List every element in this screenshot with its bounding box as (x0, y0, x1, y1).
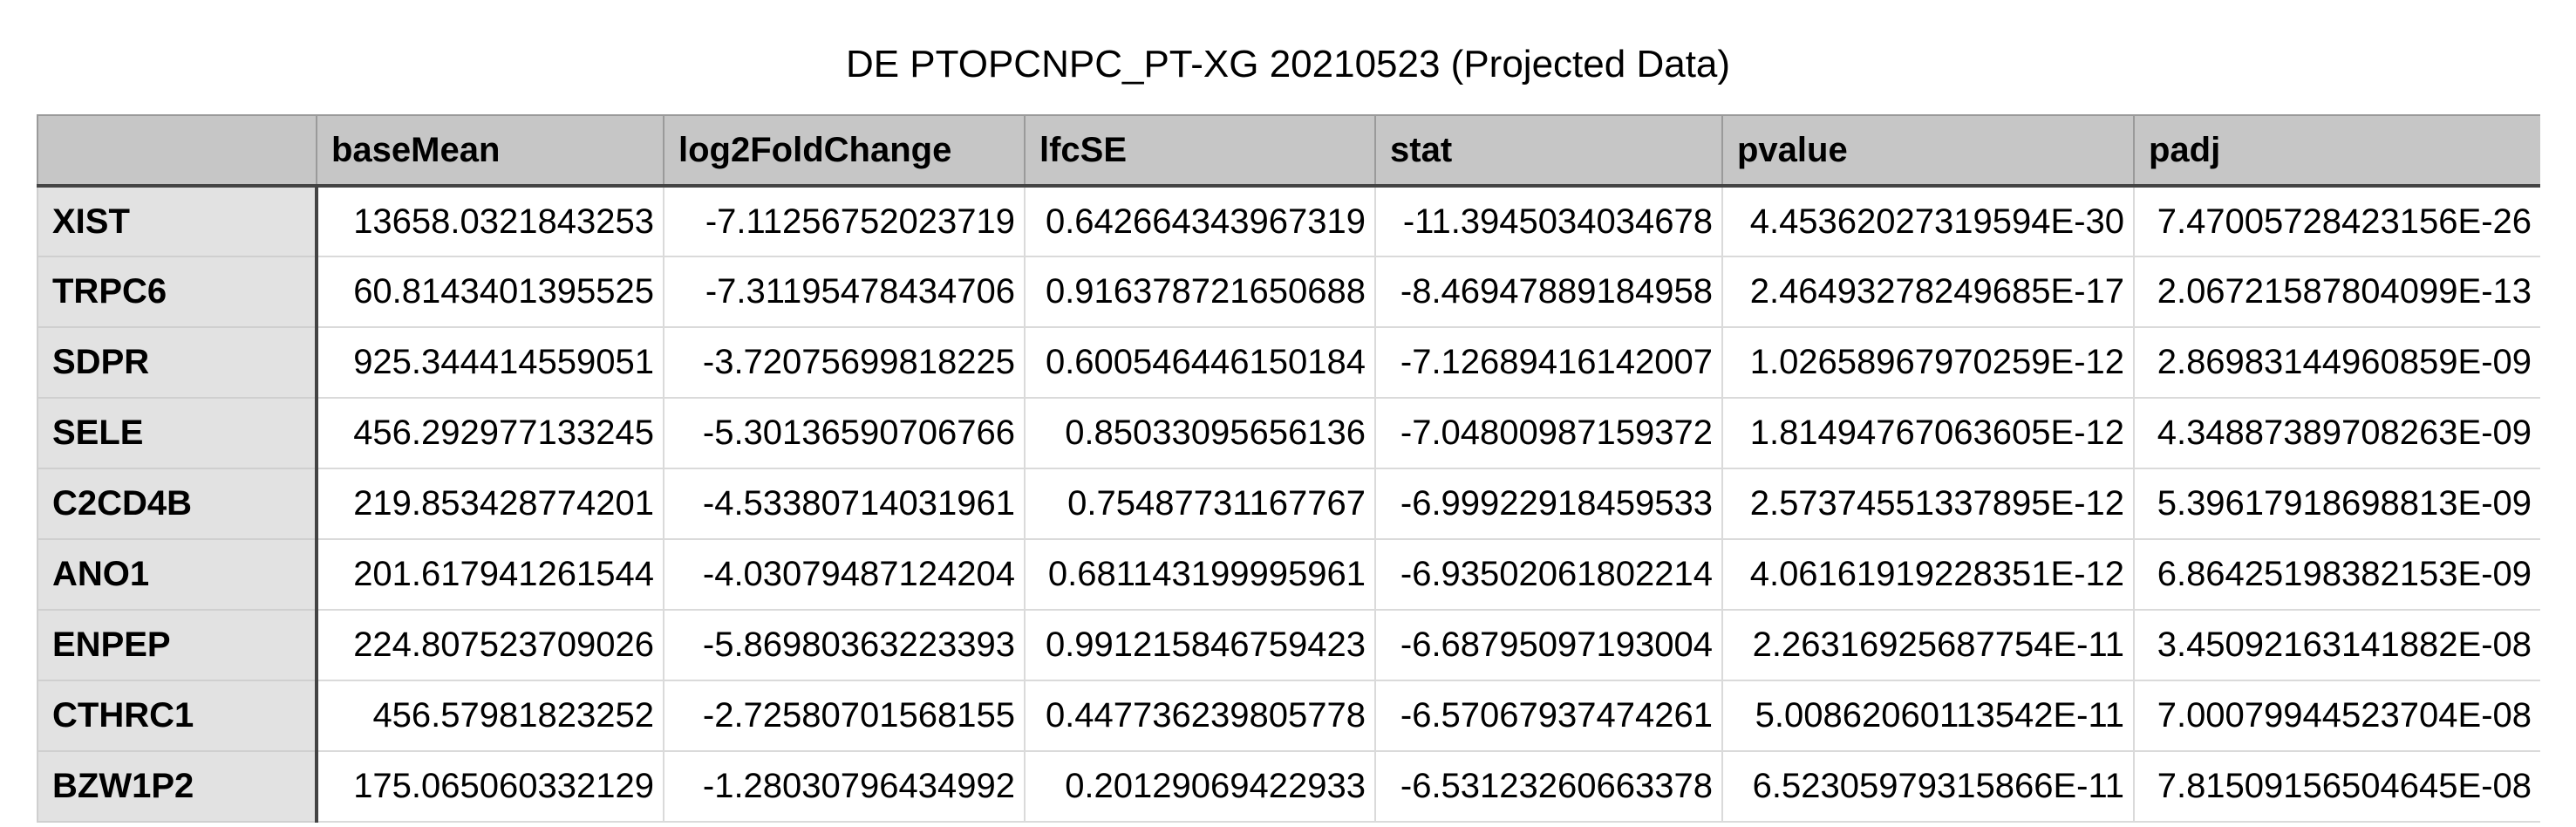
cell-stat[interactable]: -6.93502061802214 (1374, 538, 1723, 611)
cell-log2foldchange[interactable]: -2.72580701568155 (663, 680, 1026, 752)
row-header-gene[interactable]: ANO1 (37, 538, 318, 611)
cell-basemean[interactable]: 219.853428774201 (316, 468, 664, 540)
column-header-stat[interactable]: stat (1374, 114, 1723, 188)
cell-pvalue[interactable]: 2.57374551337895E-12 (1721, 468, 2135, 540)
column-header-pvalue[interactable]: pvalue (1721, 114, 2135, 188)
cell-basemean[interactable]: 175.065060332129 (316, 750, 664, 823)
cell-pvalue[interactable]: 6.52305979315866E-11 (1721, 750, 2135, 823)
cell-lfcse[interactable]: 0.75487731167767 (1024, 468, 1376, 540)
cell-stat[interactable]: -7.04800987159372 (1374, 397, 1723, 469)
cell-lfcse[interactable]: 0.991215846759423 (1024, 609, 1376, 681)
cell-padj[interactable]: 7.81509156504645E-08 (2133, 750, 2540, 823)
cell-stat[interactable]: -6.57067937474261 (1374, 680, 1723, 752)
cell-lfcse[interactable]: 0.85033095656136 (1024, 397, 1376, 469)
cell-pvalue[interactable]: 4.45362027319594E-30 (1721, 185, 2135, 257)
cell-basemean[interactable]: 13658.0321843253 (316, 185, 664, 257)
cell-padj[interactable]: 2.86983144960859E-09 (2133, 326, 2540, 399)
cell-lfcse[interactable]: 0.681143199995961 (1024, 538, 1376, 611)
row-header-gene[interactable]: SDPR (37, 326, 318, 399)
cell-stat[interactable]: -11.3945034034678 (1374, 185, 1723, 257)
cell-pvalue[interactable]: 2.46493278249685E-17 (1721, 256, 2135, 328)
column-header-log2foldchange[interactable]: log2FoldChange (663, 114, 1026, 188)
cell-basemean[interactable]: 60.8143401395525 (316, 256, 664, 328)
column-header-padj[interactable]: padj (2133, 114, 2540, 188)
cell-pvalue[interactable]: 2.26316925687754E-11 (1721, 609, 2135, 681)
table-body: XIST 13658.0321843253 -7.11256752023719 0.6… (37, 185, 2540, 823)
cell-pvalue[interactable]: 4.06161919228351E-12 (1721, 538, 2135, 611)
sheet-title: DE PTOPCNPC_PT-XG 20210523 (Projected Da… (845, 43, 1731, 85)
cell-pvalue[interactable]: 1.02658967970259E-12 (1721, 326, 2135, 399)
cell-lfcse[interactable]: 0.642664343967319 (1024, 185, 1376, 257)
column-header-lfcse[interactable]: lfcSE (1024, 114, 1376, 188)
cell-padj[interactable]: 3.45092163141882E-08 (2133, 609, 2540, 681)
cell-log2foldchange[interactable]: -4.03079487124204 (663, 538, 1026, 611)
table-row: SDPR 925.344414559051 -3.72075699818225 0.6… (37, 326, 2540, 399)
table-row: ENPEP 224.807523709026 -5.86980363223393 0.… (37, 609, 2540, 681)
row-header-gene[interactable]: C2CD4B (37, 468, 318, 540)
cell-basemean[interactable]: 925.344414559051 (316, 326, 664, 399)
cell-log2foldchange[interactable]: -7.31195478434706 (663, 256, 1026, 328)
cell-log2foldchange[interactable]: -5.30136590706766 (663, 397, 1026, 469)
cell-log2foldchange[interactable]: -5.86980363223393 (663, 609, 1026, 681)
cell-padj[interactable]: 5.39617918698813E-09 (2133, 468, 2540, 540)
table-row: TRPC6 60.8143401395525 -7.31195478434706 0.… (37, 256, 2540, 328)
cell-lfcse[interactable]: 0.20129069422933 (1024, 750, 1376, 823)
cell-lfcse[interactable]: 0.916378721650688 (1024, 256, 1376, 328)
row-header-gene[interactable]: CTHRC1 (37, 680, 318, 752)
cell-pvalue[interactable]: 1.81494767063605E-12 (1721, 397, 2135, 469)
cell-stat[interactable]: -8.46947889184958 (1374, 256, 1723, 328)
cell-log2foldchange[interactable]: -7.11256752023719 (663, 185, 1026, 257)
cell-padj[interactable]: 6.86425198382153E-09 (2133, 538, 2540, 611)
cell-padj[interactable]: 4.34887389708263E-09 (2133, 397, 2540, 469)
cell-basemean[interactable]: 224.807523709026 (316, 609, 664, 681)
row-header-gene[interactable]: ENPEP (37, 609, 318, 681)
cell-log2foldchange[interactable]: -1.28030796434992 (663, 750, 1026, 823)
row-header-gene[interactable]: SELE (37, 397, 318, 469)
header-row: baseMean log2FoldChange lfcSE stat pvalu… (37, 114, 2540, 188)
column-header-basemean[interactable]: baseMean (316, 114, 664, 188)
cell-pvalue[interactable]: 5.00862060113542E-11 (1721, 680, 2135, 752)
cell-lfcse[interactable]: 0.447736239805778 (1024, 680, 1376, 752)
data-table-container: baseMean log2FoldChange lfcSE stat pvalu… (37, 114, 2540, 827)
cell-stat[interactable]: -6.68795097193004 (1374, 609, 1723, 681)
cell-basemean[interactable]: 456.57981823252 (316, 680, 664, 752)
table-row: SELE 456.292977133245 -5.30136590706766 0.8… (37, 397, 2540, 469)
cell-stat[interactable]: -6.99922918459533 (1374, 468, 1723, 540)
data-table: baseMean log2FoldChange lfcSE stat pvalu… (37, 114, 2540, 823)
cell-padj[interactable]: 7.47005728423156E-26 (2133, 185, 2540, 257)
table-row: C2CD4B 219.853428774201 -4.53380714031961 0… (37, 468, 2540, 540)
corner-header-cell[interactable] (37, 114, 317, 188)
cell-stat[interactable]: -7.12689416142007 (1374, 326, 1723, 399)
cell-lfcse[interactable]: 0.600546446150184 (1024, 326, 1376, 399)
row-header-gene[interactable]: XIST (37, 185, 318, 257)
table-row: XIST 13658.0321843253 -7.11256752023719 0.6… (37, 185, 2540, 257)
table-row: CTHRC1 456.57981823252 -2.72580701568155 0.… (37, 680, 2540, 752)
cell-stat[interactable]: -6.53123260663378 (1374, 750, 1723, 823)
cell-basemean[interactable]: 456.292977133245 (316, 397, 664, 469)
row-header-gene[interactable]: TRPC6 (37, 256, 318, 328)
table-row: ANO1 201.617941261544 -4.03079487124204 0.6… (37, 538, 2540, 611)
cell-padj[interactable]: 7.00079944523704E-08 (2133, 680, 2540, 752)
cell-basemean[interactable]: 201.617941261544 (316, 538, 664, 611)
cell-log2foldchange[interactable]: -3.72075699818225 (663, 326, 1026, 399)
cell-padj[interactable]: 2.06721587804099E-13 (2133, 256, 2540, 328)
cell-log2foldchange[interactable]: -4.53380714031961 (663, 468, 1026, 540)
table-row: BZW1P2 175.065060332129 -1.28030796434992 0… (37, 750, 2540, 823)
row-header-gene[interactable]: BZW1P2 (37, 750, 318, 823)
